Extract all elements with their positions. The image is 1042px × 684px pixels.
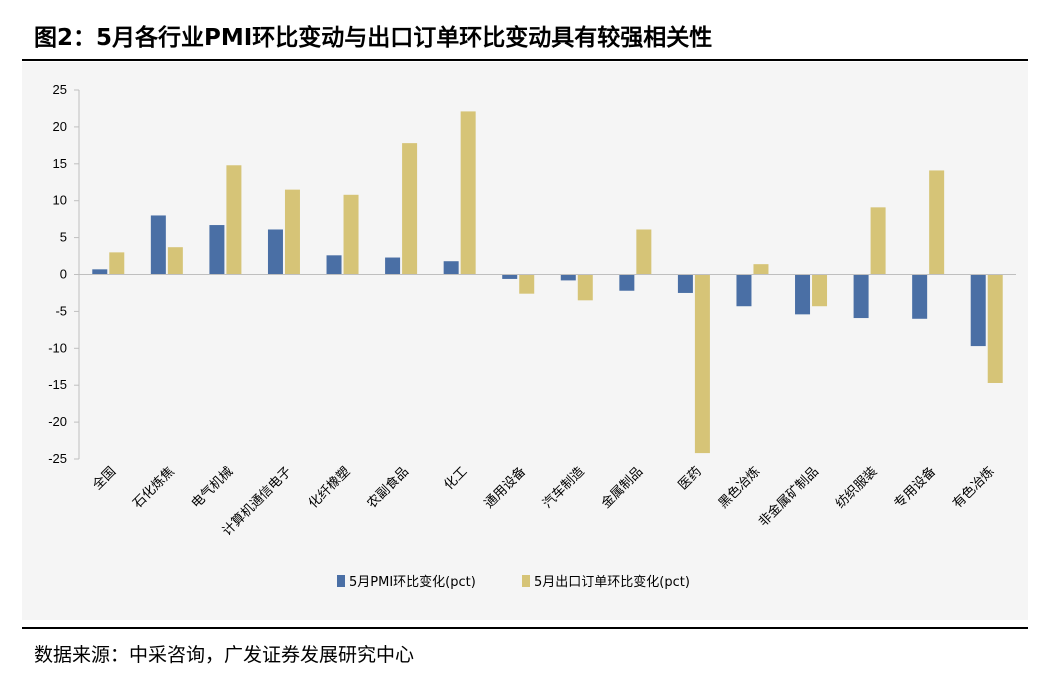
y-tick-label: -20: [48, 414, 67, 429]
category-label: 农副食品: [364, 464, 412, 512]
category-label: 金属制品: [598, 464, 646, 512]
export-order-bar-8: [577, 274, 593, 301]
export-order-bar-12: [812, 274, 828, 307]
export-order-bar-14: [929, 170, 945, 275]
export-order-bar-11: [753, 264, 769, 275]
legend: 5月PMI环比变化(pct) 5月出口订单环比变化(pct): [337, 574, 690, 590]
pmi-bar-6: [443, 261, 459, 275]
category-label: 全国: [89, 464, 119, 494]
pmi-bar-9: [619, 274, 635, 291]
y-tick-label: 0: [60, 267, 67, 282]
pmi-bar-4: [326, 255, 342, 275]
y-tick-label: 15: [53, 156, 67, 171]
y-tick-label: 25: [53, 82, 67, 97]
export-order-bar-5: [402, 143, 418, 275]
pmi-bar-11: [736, 274, 752, 307]
export-order-bar-1: [167, 247, 183, 275]
source-note: 数据来源：中采咨询，广发证券发展研究中心: [34, 644, 415, 666]
y-tick-label: -5: [55, 303, 67, 318]
bar-group: [92, 111, 1003, 454]
export-order-bar-3: [284, 189, 300, 275]
export-order-bar-4: [343, 194, 359, 275]
category-label: 医药: [676, 464, 705, 493]
pmi-bar-3: [267, 229, 283, 275]
pmi-bar-10: [677, 274, 693, 293]
category-label: 化工: [441, 464, 470, 493]
source-divider: [22, 627, 1028, 629]
export-order-bar-7: [519, 274, 535, 294]
y-tick-label: 10: [53, 193, 67, 208]
category-label: 纺织服装: [833, 464, 880, 511]
export-order-bar-0: [109, 252, 125, 275]
category-label: 非金属矿制品: [755, 464, 821, 530]
pmi-bar-7: [502, 274, 518, 279]
category-label: 专用设备: [891, 464, 939, 512]
pmi-bar-1: [150, 215, 166, 275]
bar-chart: 25 20 15 10 5 0 -5 -10 -15 -20 -25 全国 石化炼焦 电气机械计算机通信…: [48, 82, 1016, 590]
pmi-bar-8: [560, 274, 576, 281]
figure-title: 图2：5月各行业PMI环比变动与出口订单环比变动具有较强相关性: [34, 25, 713, 51]
category-label: 黑色冶炼: [715, 464, 763, 512]
y-tick-label: -25: [48, 451, 67, 466]
y-tick-label: -15: [48, 377, 67, 392]
category-label: 石化炼焦: [130, 464, 177, 511]
category-label: 化纤橡塑: [306, 464, 353, 511]
x-axis-labels: 全国 石化炼焦 电气机械计算机通信电子 化纤橡塑 农副食品 化工 通用设备 汽车制造 金属制品医…: [89, 464, 997, 540]
title-divider: [22, 59, 1028, 61]
legend-swatch-0: [337, 575, 345, 587]
category-label: 汽车制造: [540, 464, 588, 512]
legend-label-1: 5月出口订单环比变化(pct): [534, 574, 690, 590]
export-order-bar-15: [987, 274, 1003, 383]
pmi-bar-2: [209, 225, 225, 275]
pmi-bar-5: [385, 257, 401, 275]
pmi-bar-12: [795, 274, 811, 315]
export-order-bar-9: [636, 229, 652, 275]
export-order-bar-13: [870, 207, 886, 275]
export-order-bar-6: [460, 111, 476, 275]
chart-panel: 25 20 15 10 5 0 -5 -10 -15 -20 -25 全国 石化炼焦 电气机械 计算机通信…: [22, 62, 1028, 620]
y-axis-ticks: 25 20 15 10 5 0 -5 -10 -15 -20 -25: [48, 82, 79, 466]
pmi-bar-0: [92, 269, 108, 275]
export-order-bar-10: [694, 274, 710, 454]
pmi-bar-14: [912, 274, 928, 319]
category-label: 通用设备: [481, 464, 529, 512]
y-tick-label: -10: [48, 340, 67, 355]
legend-swatch-1: [522, 575, 530, 587]
y-tick-label: 20: [53, 119, 67, 134]
y-tick-label: 5: [60, 230, 67, 245]
export-order-bar-2: [226, 165, 242, 275]
pmi-bar-15: [970, 274, 986, 347]
legend-label-0: 5月PMI环比变化(pct): [349, 574, 476, 590]
category-label: 有色冶炼: [949, 464, 997, 512]
category-label: 电气机械: [188, 464, 236, 512]
pmi-bar-13: [853, 274, 869, 319]
